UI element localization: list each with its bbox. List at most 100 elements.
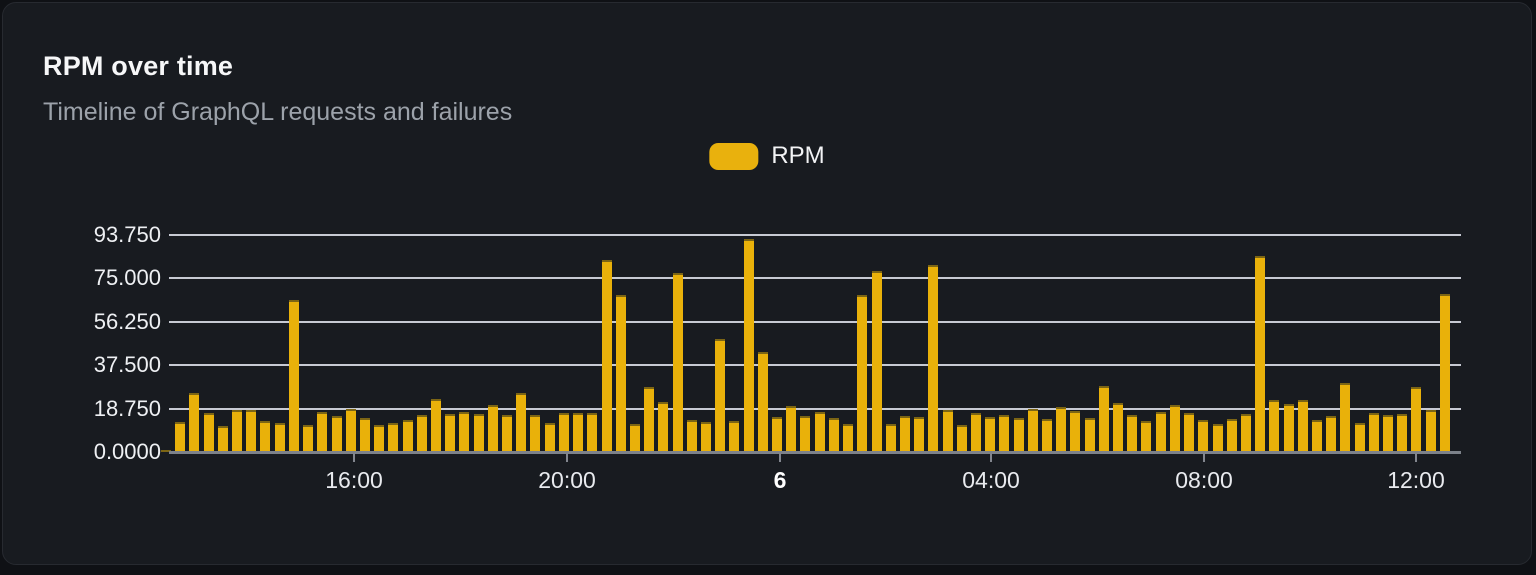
bar-rpm-20[interactable] bbox=[445, 414, 455, 452]
x-tick-08:00 bbox=[1203, 453, 1206, 462]
bar-rpm-83[interactable] bbox=[1340, 383, 1350, 452]
bar-rpm-8[interactable] bbox=[275, 423, 285, 452]
bar-rpm-47[interactable] bbox=[829, 418, 839, 452]
bar-rpm-52[interactable] bbox=[900, 416, 910, 452]
bar-rpm-36[interactable] bbox=[673, 273, 683, 452]
bar-rpm-78[interactable] bbox=[1269, 400, 1279, 452]
bar-rpm-16[interactable] bbox=[388, 423, 398, 452]
bar-rpm-54[interactable] bbox=[928, 265, 938, 452]
bar-rpm-45[interactable] bbox=[800, 416, 810, 452]
bar-rpm-23[interactable] bbox=[488, 405, 498, 452]
bar-rpm-72[interactable] bbox=[1184, 413, 1194, 452]
bar-rpm-28[interactable] bbox=[559, 413, 569, 452]
bar-rpm-85[interactable] bbox=[1369, 413, 1379, 452]
bar-rpm-84[interactable] bbox=[1355, 423, 1365, 452]
page-subtitle: Timeline of GraphQL requests and failure… bbox=[43, 98, 513, 126]
bar-rpm-55[interactable] bbox=[943, 410, 953, 452]
bar-rpm-71[interactable] bbox=[1170, 405, 1180, 452]
bar-rpm-80[interactable] bbox=[1298, 400, 1308, 452]
bar-rpm-27[interactable] bbox=[545, 423, 555, 452]
bar-rpm-48[interactable] bbox=[843, 424, 853, 452]
bar-rpm-64[interactable] bbox=[1070, 411, 1080, 452]
bar-rpm-68[interactable] bbox=[1127, 415, 1137, 452]
x-tick-label-6: 6 bbox=[773, 467, 787, 493]
bar-rpm-15[interactable] bbox=[374, 425, 384, 452]
legend-swatch-rpm[interactable] bbox=[709, 142, 759, 170]
bar-rpm-66[interactable] bbox=[1099, 386, 1109, 452]
bar-rpm-0[interactable] bbox=[161, 450, 171, 452]
bar-rpm-1[interactable] bbox=[175, 422, 185, 452]
bar-rpm-67[interactable] bbox=[1113, 403, 1123, 452]
bar-rpm-60[interactable] bbox=[1014, 418, 1024, 452]
bar-rpm-86[interactable] bbox=[1383, 415, 1393, 452]
bar-rpm-88[interactable] bbox=[1411, 387, 1421, 452]
bar-rpm-7[interactable] bbox=[260, 421, 270, 452]
bar-rpm-61[interactable] bbox=[1028, 409, 1038, 452]
bar-rpm-46[interactable] bbox=[815, 412, 825, 452]
bar-rpm-18[interactable] bbox=[417, 415, 427, 452]
bar-rpm-35[interactable] bbox=[658, 402, 668, 452]
bar-rpm-41[interactable] bbox=[744, 239, 754, 452]
bar-rpm-59[interactable] bbox=[999, 415, 1009, 452]
bar-rpm-77[interactable] bbox=[1255, 256, 1265, 452]
bar-rpm-9[interactable] bbox=[289, 300, 299, 452]
bar-rpm-62[interactable] bbox=[1042, 419, 1052, 452]
bar-rpm-69[interactable] bbox=[1141, 421, 1151, 452]
bar-rpm-34[interactable] bbox=[644, 387, 654, 452]
bar-rpm-6[interactable] bbox=[246, 410, 256, 452]
bar-rpm-79[interactable] bbox=[1284, 404, 1294, 452]
y-tick-label-56.250: 56.250 bbox=[93, 308, 161, 334]
bar-rpm-43[interactable] bbox=[772, 417, 782, 452]
bar-rpm-90[interactable] bbox=[1440, 294, 1450, 452]
bar-rpm-31[interactable] bbox=[602, 260, 612, 452]
bar-rpm-26[interactable] bbox=[530, 415, 540, 452]
bar-rpm-44[interactable] bbox=[786, 406, 796, 452]
bar-rpm-50[interactable] bbox=[872, 271, 882, 452]
bar-rpm-89[interactable] bbox=[1426, 410, 1436, 452]
bar-rpm-81[interactable] bbox=[1312, 420, 1322, 452]
bar-rpm-40[interactable] bbox=[729, 421, 739, 452]
bar-rpm-87[interactable] bbox=[1397, 414, 1407, 452]
bar-rpm-5[interactable] bbox=[232, 410, 242, 452]
bar-rpm-19[interactable] bbox=[431, 399, 441, 452]
bar-rpm-38[interactable] bbox=[701, 422, 711, 452]
bar-rpm-42[interactable] bbox=[758, 352, 768, 452]
bar-rpm-75[interactable] bbox=[1227, 419, 1237, 452]
bar-rpm-33[interactable] bbox=[630, 424, 640, 452]
x-tick-label-08:00: 08:00 bbox=[1175, 467, 1233, 493]
bar-rpm-22[interactable] bbox=[474, 414, 484, 452]
bar-rpm-57[interactable] bbox=[971, 413, 981, 452]
bar-rpm-25[interactable] bbox=[516, 393, 526, 452]
bar-rpm-82[interactable] bbox=[1326, 416, 1336, 452]
bar-rpm-74[interactable] bbox=[1213, 424, 1223, 452]
bar-rpm-53[interactable] bbox=[914, 417, 924, 452]
bar-rpm-29[interactable] bbox=[573, 413, 583, 452]
chart-card: RPM over time Timeline of GraphQL reques… bbox=[2, 2, 1532, 565]
bar-rpm-4[interactable] bbox=[218, 426, 228, 452]
bar-rpm-56[interactable] bbox=[957, 425, 967, 452]
bar-rpm-58[interactable] bbox=[985, 417, 995, 452]
bar-rpm-24[interactable] bbox=[502, 415, 512, 452]
bar-rpm-14[interactable] bbox=[360, 418, 370, 452]
bar-rpm-49[interactable] bbox=[857, 295, 867, 452]
bar-rpm-76[interactable] bbox=[1241, 414, 1251, 452]
bar-rpm-21[interactable] bbox=[459, 412, 469, 452]
bar-rpm-3[interactable] bbox=[204, 413, 214, 452]
bar-rpm-30[interactable] bbox=[587, 413, 597, 452]
bar-rpm-2[interactable] bbox=[189, 393, 199, 452]
bar-rpm-32[interactable] bbox=[616, 295, 626, 452]
bar-rpm-12[interactable] bbox=[332, 416, 342, 452]
bar-rpm-51[interactable] bbox=[886, 424, 896, 452]
bar-rpm-17[interactable] bbox=[403, 420, 413, 452]
bar-rpm-70[interactable] bbox=[1156, 412, 1166, 452]
bar-rpm-65[interactable] bbox=[1085, 418, 1095, 452]
bar-rpm-10[interactable] bbox=[303, 425, 313, 452]
legend[interactable]: RPM bbox=[709, 142, 825, 170]
bar-rpm-13[interactable] bbox=[346, 409, 356, 452]
bar-rpm-63[interactable] bbox=[1056, 407, 1066, 452]
bar-rpm-37[interactable] bbox=[687, 420, 697, 452]
x-tick-label-12:00: 12:00 bbox=[1387, 467, 1445, 493]
bar-rpm-39[interactable] bbox=[715, 339, 725, 452]
bar-rpm-73[interactable] bbox=[1198, 420, 1208, 452]
bar-rpm-11[interactable] bbox=[317, 412, 327, 452]
